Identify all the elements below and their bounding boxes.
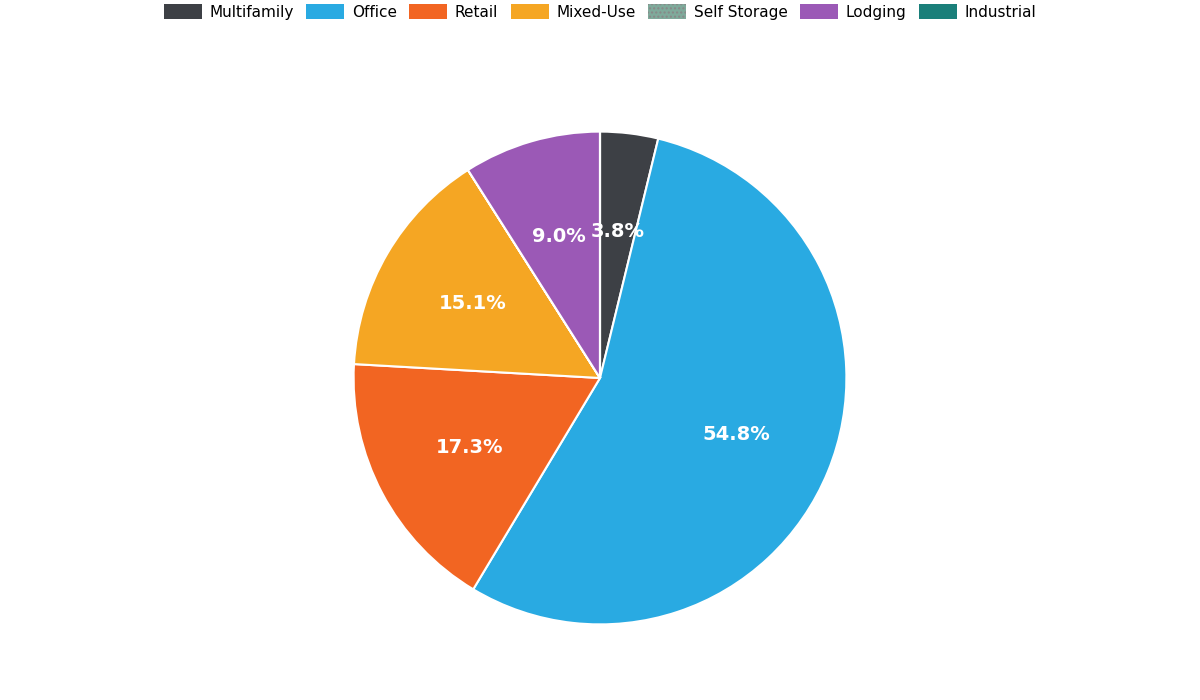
Wedge shape: [468, 170, 600, 378]
Text: 17.3%: 17.3%: [436, 438, 503, 456]
Wedge shape: [354, 170, 600, 378]
Wedge shape: [473, 139, 846, 624]
Wedge shape: [354, 364, 600, 589]
Text: 9.0%: 9.0%: [532, 227, 586, 246]
Legend: Multifamily, Office, Retail, Mixed-Use, Self Storage, Lodging, Industrial: Multifamily, Office, Retail, Mixed-Use, …: [157, 0, 1043, 26]
Text: 54.8%: 54.8%: [703, 425, 770, 444]
Wedge shape: [468, 132, 600, 378]
Wedge shape: [600, 132, 659, 378]
Text: 3.8%: 3.8%: [590, 222, 644, 241]
Text: 15.1%: 15.1%: [439, 293, 506, 313]
